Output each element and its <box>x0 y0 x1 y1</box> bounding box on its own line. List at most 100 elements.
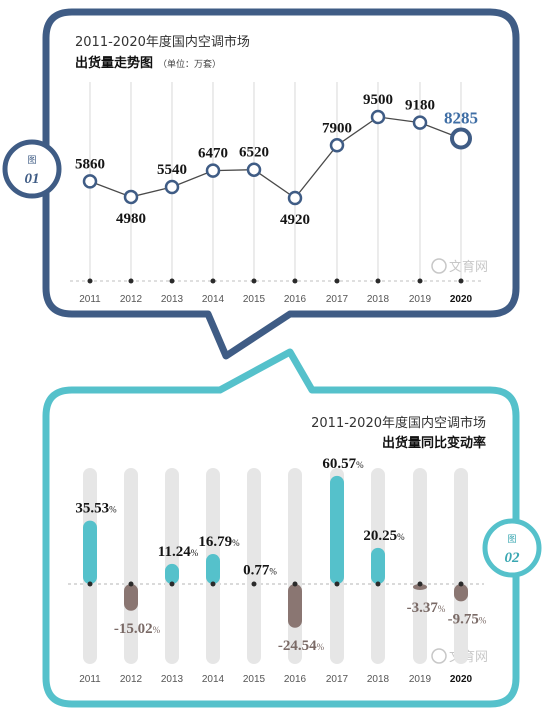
value-label-2019: -3.37% <box>407 600 446 616</box>
x-tick-2017: 2017 <box>326 294 349 305</box>
x-tick-2013: 2013 <box>161 294 184 305</box>
value-label-2014: 6470 <box>198 146 228 162</box>
axis-dot-2013 <box>169 278 175 284</box>
point-2020 <box>450 127 472 150</box>
track-2015 <box>247 468 261 664</box>
bar-2020 <box>454 584 468 602</box>
value-label-2016: -24.54% <box>278 638 325 654</box>
axis-dot-2020 <box>458 278 464 284</box>
value-label-2017: 7900 <box>322 120 352 136</box>
x-tick-2016: 2016 <box>284 674 307 685</box>
axis-dot-2016 <box>292 278 298 284</box>
value-label-2014: 16.79% <box>198 534 240 550</box>
point-2018 <box>370 109 386 125</box>
value-label-2018: 9500 <box>363 92 393 108</box>
track-2020 <box>454 468 468 664</box>
bar-2013 <box>165 563 179 584</box>
x-tick-2012: 2012 <box>120 674 143 685</box>
watermark-1-text: 文育网 <box>449 259 488 275</box>
badge-02-top: 图 <box>507 534 516 545</box>
track-2016 <box>288 468 302 664</box>
bar-2014 <box>206 554 220 584</box>
value-label-2011: 35.53% <box>75 501 117 517</box>
value-label-2016: 4920 <box>280 212 310 228</box>
axis-dot-2014 <box>210 278 216 284</box>
x-tick-2012: 2012 <box>120 294 143 305</box>
panel1-title-line2: 出货量走势图 <box>75 55 153 71</box>
value-label-2011: 5860 <box>75 156 105 172</box>
value-label-2012: -15.02% <box>114 621 161 637</box>
bar-chart: 35.53% 2011 -15.02% 2012 11.24% 2013 16.79% 201… <box>68 456 487 685</box>
x-tick-2014: 2014 <box>202 674 225 685</box>
x-tick-2017: 2017 <box>326 674 349 685</box>
point-2019 <box>412 115 428 130</box>
zero-dot-2017 <box>334 581 340 587</box>
axis-dot-2011 <box>87 278 93 284</box>
badge-02: 图 02 <box>482 518 542 578</box>
axis-dot-2019 <box>417 278 423 284</box>
bar-2019 <box>413 584 427 591</box>
badge-01: 图 01 <box>2 139 62 199</box>
point-2013 <box>164 179 180 195</box>
zero-dot-2011 <box>87 581 93 587</box>
series-line <box>89 116 462 199</box>
zero-dot-2019 <box>417 581 423 587</box>
x-tick-2015: 2015 <box>243 294 266 305</box>
bar-2017 <box>330 475 344 584</box>
x-tick-2016: 2016 <box>284 294 307 305</box>
value-label-2013: 11.24% <box>158 544 199 560</box>
zero-dot-2014 <box>210 581 216 587</box>
panel2-title-line2: 出货量同比变动率 <box>382 435 486 451</box>
x-tick-2013: 2013 <box>161 674 184 685</box>
watermark-1: 文育网 <box>431 258 488 275</box>
x-tick-2018: 2018 <box>367 674 390 685</box>
bar-2012 <box>124 584 138 611</box>
zero-dot-2020 <box>458 581 464 587</box>
zero-dot-2016 <box>292 581 298 587</box>
axis-dot-2015 <box>251 278 257 284</box>
axis-dot-2012 <box>128 278 134 284</box>
panel1-title-line1: 2011-2020年度国内空调市场 <box>75 34 250 50</box>
x-tick-2011: 2011 <box>79 294 101 305</box>
x-tick-2019: 2019 <box>409 294 432 305</box>
panel2-title-line1: 2011-2020年度国内空调市场 <box>311 415 486 431</box>
zero-dot-2012 <box>128 581 134 587</box>
track-2019 <box>413 468 427 664</box>
x-tick-2014: 2014 <box>202 294 225 305</box>
axis-dot-2017 <box>334 278 340 284</box>
value-label-2020: -9.75% <box>448 611 487 627</box>
zero-dot-2013 <box>169 581 175 587</box>
zero-dot-2018 <box>375 581 381 587</box>
point-2012 <box>123 189 139 205</box>
axis-dot-2018 <box>375 278 381 284</box>
value-label-2015: 6520 <box>239 145 269 161</box>
line-chart: 5860 2011 4980 2012 5540 2013 6470 2014 6520 2015… <box>70 82 482 305</box>
x-tick-2018: 2018 <box>367 294 390 305</box>
value-label-2012: 4980 <box>116 211 146 227</box>
panel2-frame <box>42 348 520 708</box>
panel1-unit: （单位：万套） <box>158 58 221 70</box>
bar-2016 <box>288 584 302 628</box>
point-2014 <box>205 163 221 178</box>
x-tick-2020: 2020 <box>450 674 473 685</box>
point-2015 <box>246 162 262 177</box>
x-tick-2011: 2011 <box>79 674 101 685</box>
value-label-2013: 5540 <box>157 162 187 178</box>
x-tick-2020: 2020 <box>450 294 473 305</box>
badge-01-top: 图 <box>27 155 36 166</box>
badge-01-num: 01 <box>25 171 40 187</box>
panel1-frame <box>42 8 520 360</box>
zero-dot-2015 <box>251 581 257 587</box>
value-label-2015: 0.77% <box>243 563 277 579</box>
bar-2011 <box>83 520 97 584</box>
point-2011 <box>82 174 98 189</box>
badge-02-num: 02 <box>505 550 521 566</box>
point-2016 <box>287 190 303 206</box>
value-label-2017: 60.57% <box>322 456 364 472</box>
x-tick-2019: 2019 <box>409 674 432 685</box>
x-tick-2015: 2015 <box>243 674 266 685</box>
point-2017 <box>329 138 345 153</box>
value-label-2019: 9180 <box>405 98 435 114</box>
value-label-2018: 20.25% <box>363 528 405 544</box>
